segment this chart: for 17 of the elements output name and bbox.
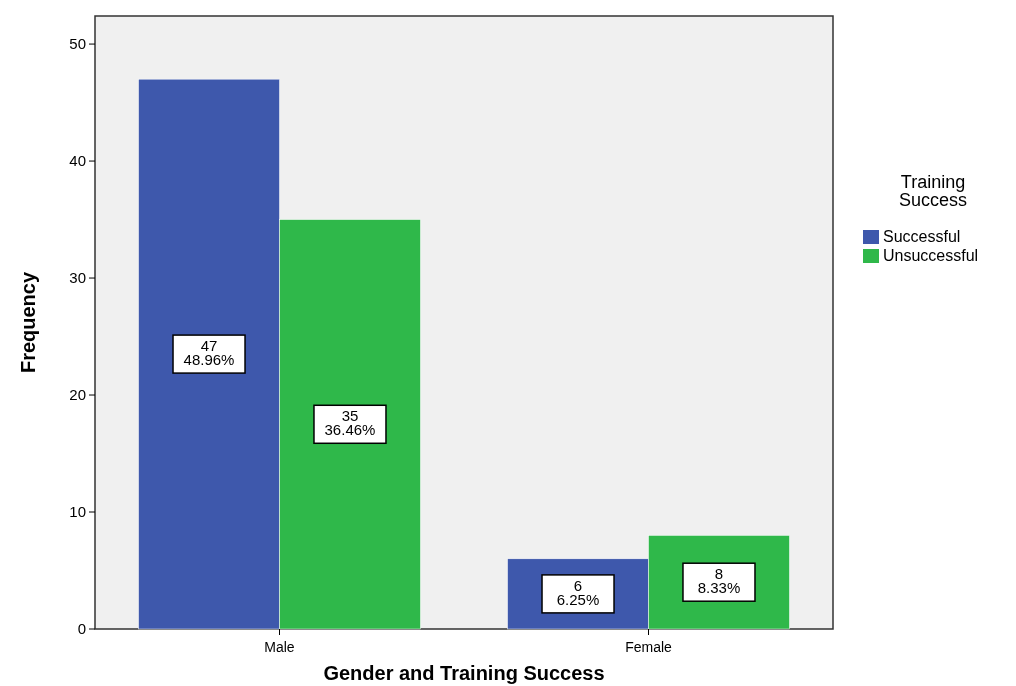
x-axis-title: Gender and Training Success: [323, 662, 605, 684]
data-label: 8 8.33%: [697, 565, 741, 597]
legend-title: Training Success: [898, 172, 968, 210]
legend-label: Successful: [883, 228, 961, 245]
data-label: 6 6.25%: [556, 576, 600, 608]
y-axis-title: Frequency: [17, 271, 39, 374]
y-tick-label: 50: [69, 35, 86, 53]
x-tick-label: Male: [264, 639, 295, 655]
y-tick-label: 0: [77, 620, 86, 638]
x-tick-label: Female: [625, 639, 673, 655]
legend-label: Unsuccessful: [883, 247, 979, 264]
y-tick-label: 20: [69, 386, 86, 404]
y-tick-label: 40: [69, 152, 86, 170]
data-label: 35 36.46%: [324, 407, 376, 439]
data-label: 47 48.96%: [183, 337, 235, 369]
y-tick-label: 30: [69, 269, 86, 287]
y-tick-label: 10: [69, 503, 86, 521]
